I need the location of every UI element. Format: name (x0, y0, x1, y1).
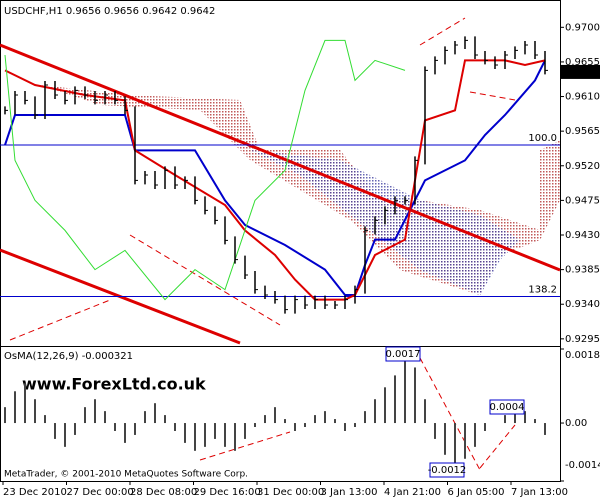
x-tick-label: 23 Dec 2010 (3, 487, 67, 498)
y-tick-label: 0.9340 (565, 299, 600, 310)
divergence-line (419, 357, 481, 471)
x-tick-label: 6 Jan 05:00 (448, 487, 505, 498)
trend-line (9, 299, 111, 341)
y-tick-label: 0.9430 (565, 230, 600, 241)
fib-label: 138.2 (528, 285, 557, 296)
fib-label: 100.0 (528, 133, 557, 144)
y-tick-label: 0.001865 (565, 350, 600, 361)
trend-line (419, 17, 466, 46)
trend-line (469, 91, 516, 101)
x-tick-label: 4 Jan 21:00 (384, 487, 441, 498)
trend-line (129, 234, 281, 326)
y-tick-label: 0.9475 (565, 195, 600, 206)
last-price-label: 0.9642 (564, 67, 599, 78)
x-tick-label: 3 Jan 13:00 (321, 487, 378, 498)
y-tick-label: 0.9520 (565, 161, 600, 172)
y-tick-label: -0.00146 (565, 460, 600, 471)
watermark: www.ForexLtd.co.uk (22, 375, 206, 394)
indicator-line (4, 39, 406, 301)
annotation: 0.0017 (386, 349, 421, 360)
annotation-box (489, 399, 525, 415)
y-tick-label: 0.9565 (565, 126, 600, 137)
annotation-box (429, 462, 465, 478)
annotation: 0.0004 (490, 402, 525, 413)
divergence-line (199, 431, 291, 461)
y-tick-label: 0.00 (565, 418, 587, 429)
trend-line (0, 43, 561, 272)
x-tick-label: 7 Jan 13:00 (511, 487, 568, 498)
x-tick-label: 31 Dec 00:00 (257, 487, 324, 498)
y-tick-label: 0.9610 (565, 92, 600, 103)
indicator-line (4, 59, 546, 296)
chart-header: USDCHF,H1 0.9656 0.9656 0.9642 0.9642 (4, 6, 215, 17)
last-price-box (561, 64, 600, 79)
y-tick-label: 0.9295 (565, 334, 600, 345)
x-tick-label: 27 Dec 00:00 (67, 487, 134, 498)
copyright: MetaTrader, © 2001-2010 MetaQuotes Softw… (4, 470, 248, 480)
x-tick-label: 29 Dec 16:00 (194, 487, 261, 498)
annotation: -0.0012 (428, 465, 467, 476)
y-tick-label: 0.9655 (565, 57, 600, 68)
x-tick-label: 28 Dec 08:00 (130, 487, 197, 498)
annotation-box (385, 346, 421, 362)
y-tick-label: 0.9700 (565, 22, 600, 33)
y-tick-label: 0.9385 (565, 265, 600, 276)
indicator-title: OsMA(12,26,9) -0.000321 (4, 351, 133, 362)
indicator-line (4, 59, 546, 301)
